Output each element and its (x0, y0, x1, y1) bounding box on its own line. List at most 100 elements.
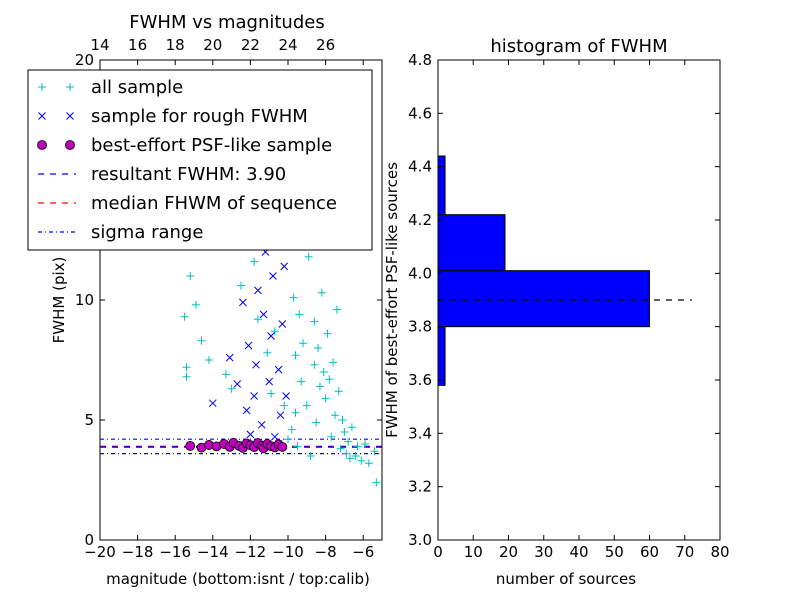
scatter-legend-marker-b-0 (66, 83, 74, 91)
scatter-point-0-52 (357, 456, 366, 465)
scatter-point-0-21 (291, 351, 300, 360)
scatter-legend-marker-a-2 (37, 140, 47, 150)
scatter-ytick-label-0: 0 (84, 531, 94, 549)
scatter-xtick-label-3: −14 (197, 543, 229, 561)
scatter-point-0-51 (353, 442, 362, 451)
scatter-point-0-6 (205, 356, 214, 364)
hist-ytick-label-3: 3.6 (408, 371, 432, 389)
scatter-point-0-56 (372, 478, 381, 487)
scatter-point-0-32 (317, 288, 326, 297)
hist-bar-2 (437, 214, 506, 272)
scatter-ylabel: FWHM (pix) (50, 257, 68, 344)
scatter-point-0-0 (180, 312, 189, 321)
scatter-xtick-label-0: −20 (84, 543, 116, 561)
scatter-point-0-44 (338, 416, 347, 424)
scatter-point-0-12 (263, 348, 272, 357)
scatter-ytick-label-2: 10 (75, 291, 94, 309)
scatter-legend-label-5: sigma range (91, 222, 203, 243)
hist-ytick-label-2: 3.4 (408, 424, 432, 442)
scatter-point-0-42 (334, 387, 343, 396)
scatter-point-0-9 (237, 281, 245, 290)
scatter-point-1-5 (242, 406, 251, 415)
scatter-xtick-label-1: −18 (122, 543, 154, 561)
scatter-point-1-8 (252, 360, 260, 369)
scatter-legend-label-0: all sample (91, 77, 183, 98)
hist-xtick-label-7: 70 (675, 543, 694, 561)
scatter-xtick-label-7: −6 (352, 543, 374, 561)
scatter-title: FWHM vs magnitudes (129, 12, 324, 33)
scatter-point-0-22 (297, 377, 306, 386)
hist-ytick-label-9: 4.8 (408, 51, 432, 69)
scatter-legend-label-2: best-effort PSF-like sample (91, 135, 332, 156)
hist-bar-3 (437, 155, 446, 216)
scatter-point-0-39 (329, 358, 338, 367)
scatter-point-0-7 (221, 370, 230, 379)
hist-title: histogram of FWHM (490, 36, 667, 57)
scatter-point-0-40 (331, 411, 339, 420)
scatter-point-0-28 (310, 360, 319, 369)
scatter-top-tick-label-5: 24 (278, 36, 297, 54)
scatter-point-0-55 (370, 447, 379, 456)
hist-xtick-label-3: 30 (534, 543, 553, 561)
scatter-point-1-21 (282, 392, 290, 400)
hist-bar-0 (437, 326, 446, 386)
scatter-point-0-20 (295, 310, 304, 319)
scatter-point-0-54 (364, 459, 373, 468)
hist-ytick-label-5: 4.0 (408, 264, 432, 282)
scatter-point-0-37 (325, 375, 334, 384)
scatter-point-0-3 (186, 272, 195, 280)
scatter-xtick-label-5: −10 (272, 543, 304, 561)
scatter-top-tick-label-0: 14 (90, 36, 109, 54)
hist-xtick-label-0: 0 (433, 543, 443, 561)
scatter-point-1-4 (246, 430, 255, 439)
scatter-legend-box (27, 69, 373, 251)
scatter-legend-label-1: sample for rough FWHM (91, 106, 308, 127)
scatter-point-0-24 (302, 401, 311, 410)
scatter-point-0-27 (310, 317, 319, 326)
scatter-point-0-59 (284, 435, 292, 444)
hist-xtick-label-4: 40 (569, 543, 588, 561)
scatter-legend-label-3: resultant FWHM: 3.90 (91, 164, 286, 185)
scatter-top-tick-label-2: 18 (166, 36, 185, 54)
scatter-point-0-45 (340, 428, 349, 436)
scatter-point-1-0 (208, 399, 217, 408)
scatter-legend-entry-4: median FHWM of sequence (38, 193, 337, 214)
scatter-top-tick-label-3: 20 (203, 36, 222, 54)
scatter-top-tick-label-1: 16 (128, 36, 147, 54)
scatter-point-0-48 (346, 454, 355, 463)
scatter-legend-marker-b-1 (66, 112, 74, 120)
scatter-point-0-25 (304, 252, 313, 261)
scatter-point-0-53 (361, 440, 370, 448)
hist-xtick-label-6: 60 (640, 543, 659, 561)
hist-ytick-label-1: 3.2 (408, 478, 432, 496)
scatter-point-2-0 (185, 441, 196, 451)
scatter-point-2-19 (277, 441, 288, 452)
scatter-point-1-20 (280, 262, 289, 271)
scatter-top-tick-label-6: 26 (316, 36, 335, 54)
scatter-point-0-15 (280, 401, 289, 410)
scatter-point-0-2 (182, 363, 191, 372)
scatter-xlabel: magnitude (bottom:isnt / top:calib) (106, 570, 370, 588)
scatter-point-0-58 (306, 452, 315, 460)
scatter-ytick-label-3: 20 (75, 51, 94, 69)
scatter-point-0-47 (344, 437, 353, 446)
hist-xtick-label-1: 10 (464, 543, 483, 561)
hist-ytick-label-0: 3.0 (408, 531, 432, 549)
scatter-point-0-38 (327, 432, 336, 441)
scatter-legend-marker-a-1 (38, 112, 46, 120)
scatter-point-1-12 (265, 377, 274, 386)
scatter-point-0-19 (289, 293, 298, 302)
hist-xtick-label-8: 80 (710, 543, 729, 561)
scatter-point-0-1 (182, 372, 191, 381)
scatter-point-1-1 (225, 353, 234, 362)
scatter-point-1-2 (233, 380, 242, 388)
scatter-point-1-3 (239, 298, 247, 307)
scatter-legend-entry-3: resultant FWHM: 3.90 (38, 164, 286, 185)
scatter-point-1-17 (274, 365, 283, 374)
scatter-legend-entry-0: all sample (38, 77, 183, 98)
hist-ytick-label-8: 4.6 (408, 104, 432, 122)
scatter-legend-entry-1: sample for rough FWHM (38, 106, 308, 127)
scatter-point-0-49 (347, 423, 356, 432)
scatter-point-1-14 (269, 272, 277, 280)
